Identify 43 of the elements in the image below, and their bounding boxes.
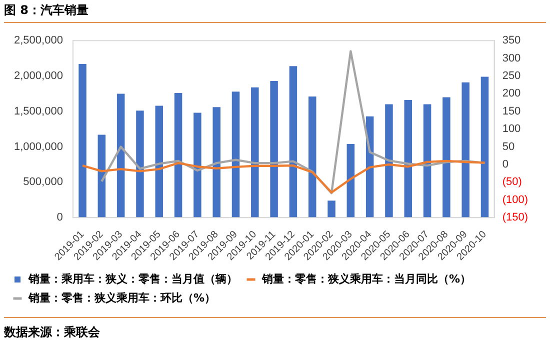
bar bbox=[194, 112, 202, 218]
y-tick-label: 2,000,000 bbox=[14, 70, 63, 82]
bar bbox=[174, 92, 182, 218]
bar bbox=[212, 107, 220, 218]
legend-label: 销量：乘用车：狭义：零售：当月值（辆） bbox=[28, 272, 238, 286]
bar bbox=[136, 110, 144, 218]
bar bbox=[346, 144, 355, 218]
y-tick-label: 1,500,000 bbox=[14, 105, 63, 118]
bar bbox=[251, 87, 259, 218]
bar bbox=[442, 97, 450, 218]
y-tick-label: 2,500,000 bbox=[14, 34, 63, 47]
bar bbox=[404, 100, 412, 218]
bar bbox=[289, 66, 298, 218]
bar bbox=[155, 106, 164, 218]
legend-label: 销量：零售：狭义乘用车：当月同比（%） bbox=[261, 272, 472, 286]
legend-label: 销量：零售：狭义乘用车：环比（%） bbox=[28, 291, 216, 304]
y2-tick-label: (50) bbox=[502, 176, 522, 188]
y2-tick-label: 250 bbox=[502, 70, 521, 82]
bar bbox=[385, 104, 393, 218]
bar bbox=[98, 134, 106, 218]
bar bbox=[232, 92, 240, 218]
y2-tick-label: 50 bbox=[502, 140, 515, 153]
bar bbox=[462, 82, 470, 218]
bar bbox=[270, 80, 278, 218]
y2-tick-label: 350 bbox=[502, 34, 521, 47]
bar bbox=[328, 200, 336, 218]
y2-tick-label: 100 bbox=[502, 123, 521, 136]
chart-title: 图 8：汽车销量 bbox=[4, 2, 546, 23]
bar bbox=[116, 94, 125, 218]
y2-tick-label: 0 bbox=[502, 158, 508, 171]
y2-tick-label: 150 bbox=[502, 105, 521, 118]
source-note: 数据来源：乘联会 bbox=[4, 317, 546, 341]
y-tick-label: 500,000 bbox=[23, 176, 63, 188]
y-tick-label: 0 bbox=[56, 212, 63, 224]
bar bbox=[78, 64, 86, 218]
y2-tick-label: (150) bbox=[502, 212, 528, 224]
bar bbox=[308, 96, 316, 218]
bar bbox=[480, 76, 489, 218]
y-tick-label: 1,000,000 bbox=[14, 140, 63, 153]
y2-tick-label: (100) bbox=[502, 194, 528, 206]
bar bbox=[423, 104, 432, 218]
y2-tick-label: 300 bbox=[502, 52, 521, 64]
y2-tick-label: 200 bbox=[502, 88, 521, 100]
